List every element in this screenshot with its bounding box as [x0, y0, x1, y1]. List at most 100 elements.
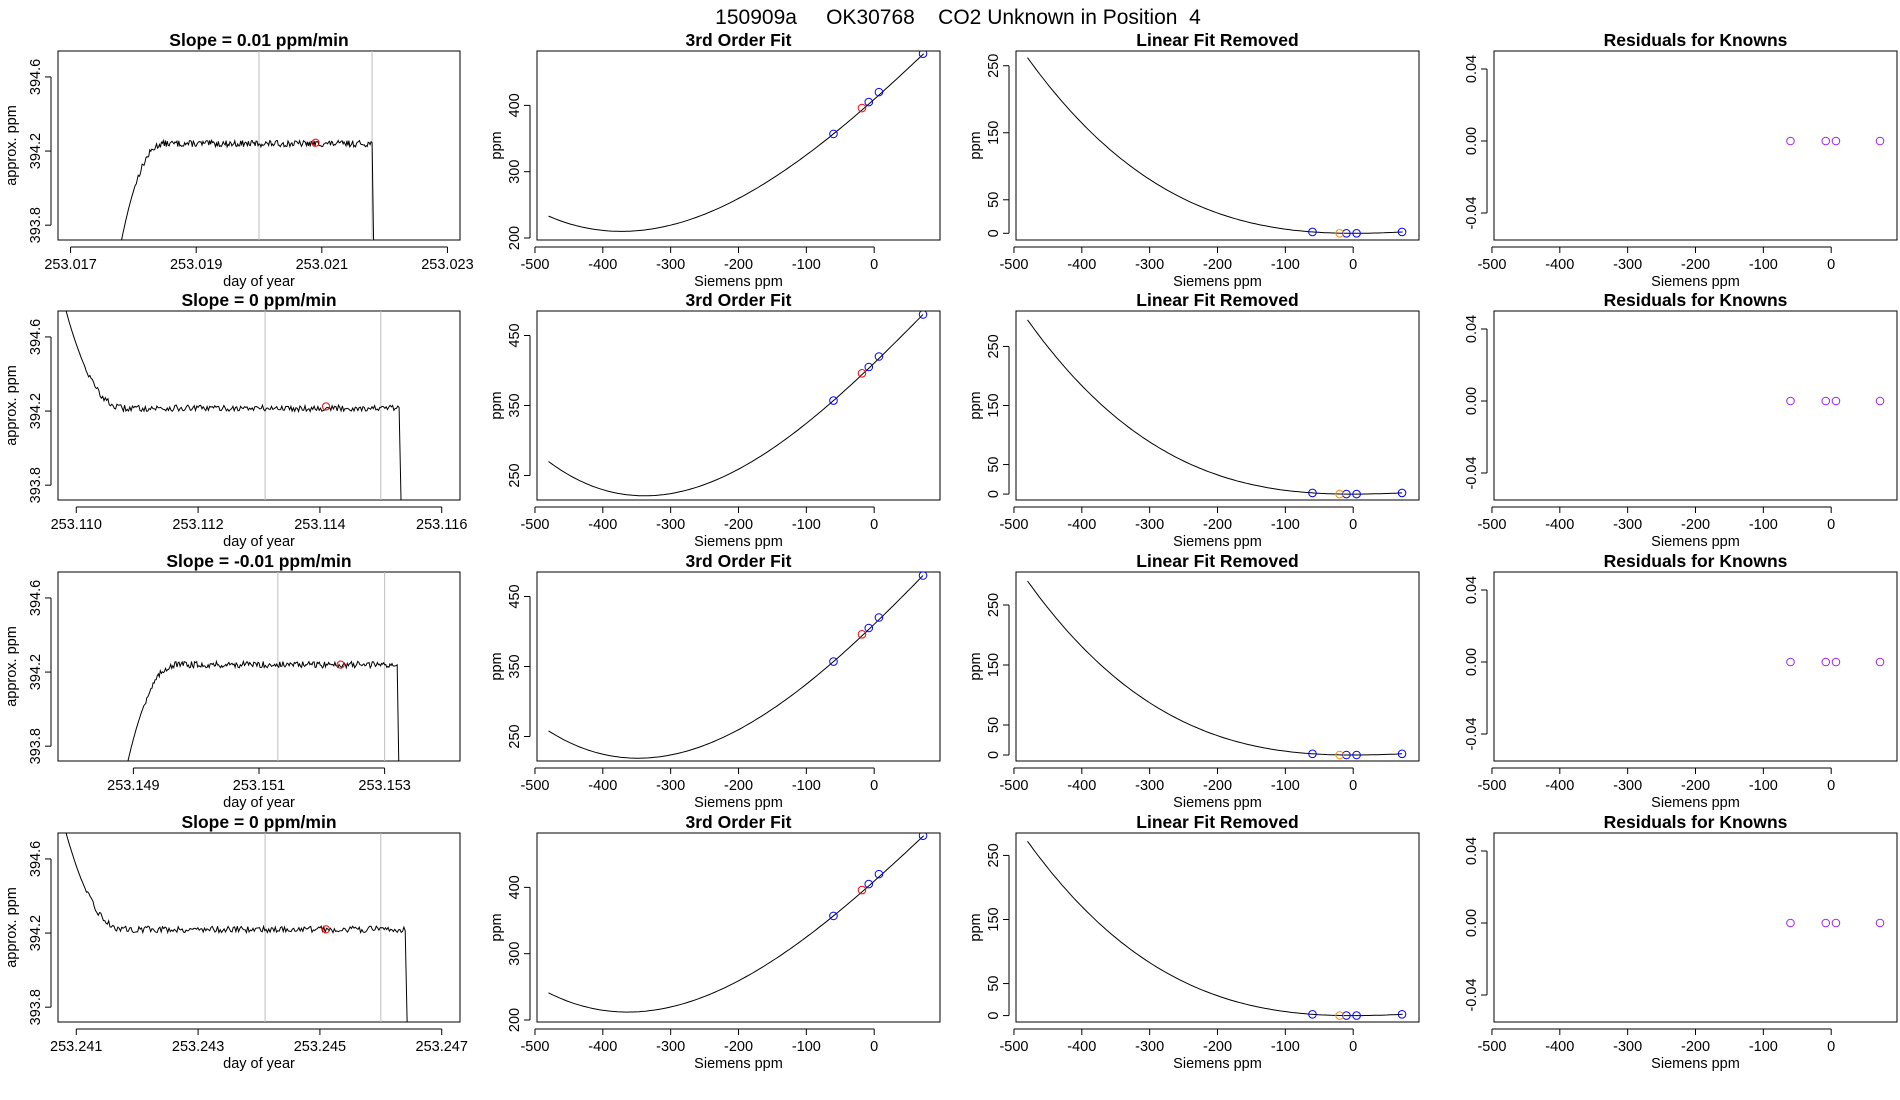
plot-area [1027, 580, 1407, 760]
y-tick-label: 300 [507, 942, 523, 966]
x-tick-label: -100 [1749, 257, 1778, 273]
panel-title: Slope = 0 ppm/min [181, 812, 336, 832]
x-tick-label: -300 [1613, 517, 1642, 533]
plot-area [65, 311, 402, 500]
y-tick-label: 0 [986, 1012, 1002, 1020]
x-tick-label: 253.149 [107, 778, 159, 794]
x-tick-label: -500 [1477, 257, 1506, 273]
x-tick-label: 0 [1827, 517, 1835, 533]
x-tick-label: -400 [1545, 778, 1574, 794]
x-tick-label: -300 [656, 1039, 685, 1055]
x-tick-label: -300 [1613, 257, 1642, 273]
y-axis-label: ppm [968, 652, 984, 680]
data-trace [127, 659, 400, 761]
panel-title: Residuals for Knowns [1604, 290, 1788, 310]
y-tick-label: 0.04 [1464, 315, 1480, 343]
known-point [1352, 1011, 1361, 1020]
x-tick-label: -200 [1203, 257, 1232, 273]
x-tick-label: 0 [1349, 778, 1357, 794]
known-point [1308, 749, 1317, 759]
x-tick-label: 253.021 [296, 257, 348, 273]
y-tick-label: 394.2 [28, 654, 44, 690]
data-trace [121, 138, 375, 240]
panel-3-3: Linear Fit Removed -500 -400 -300 -200 -100 0 S… [968, 551, 1420, 811]
known-point [1397, 488, 1407, 498]
plot-area [1786, 396, 1885, 406]
unknown-point [857, 103, 867, 113]
x-tick-label: -200 [724, 517, 753, 533]
x-tick-label: 253.247 [416, 1039, 468, 1055]
residual-point [1821, 657, 1831, 667]
x-tick-label: -400 [1067, 517, 1096, 533]
panel-title: Linear Fit Removed [1136, 551, 1298, 571]
y-tick-label: 150 [986, 653, 1002, 677]
residual-point [1786, 396, 1795, 406]
plot-frame [1493, 50, 1898, 241]
x-tick-label: 253.110 [51, 517, 102, 533]
known-point [864, 97, 874, 107]
x-tick-label: -400 [1545, 1039, 1574, 1055]
y-tick-label: 250 [986, 54, 1002, 78]
plot-area [65, 833, 408, 1022]
y-tick-label: 350 [507, 654, 523, 678]
y-tick-label: 150 [986, 121, 1002, 145]
fit-curve [548, 835, 925, 1013]
panel-title: Residuals for Knowns [1604, 30, 1788, 50]
x-tick-label: 0 [870, 257, 878, 273]
unknown-point [1335, 228, 1344, 238]
residual-point [1831, 657, 1841, 667]
y-tick-label: 394.2 [28, 393, 44, 429]
fit-curve [548, 53, 925, 232]
y-tick-label: 393.8 [28, 207, 44, 243]
y-tick-label: 394.6 [28, 841, 44, 877]
plot-frame [536, 310, 941, 501]
x-tick-label: -400 [588, 778, 617, 794]
x-tick-label: -500 [1477, 1039, 1506, 1055]
residual-point [1831, 136, 1841, 146]
y-tick-label: 394.6 [28, 59, 44, 95]
x-tick-label: -100 [792, 257, 821, 273]
y-tick-label: 393.8 [28, 989, 44, 1025]
x-axis-label: Siemens ppm [1651, 1056, 1740, 1072]
panel-2-1: Slope = 0 ppm/min 253.110 253.112 253.114 25… [4, 290, 467, 550]
x-tick-label: -500 [999, 517, 1028, 533]
y-tick-label: 0.00 [1464, 909, 1480, 937]
plot-frame [536, 832, 941, 1023]
y-tick-label: 200 [507, 1008, 523, 1032]
x-axis-label: day of year [223, 1056, 295, 1072]
y-axis-label: approx. ppm [4, 105, 20, 186]
x-axis-label: Siemens ppm [694, 1056, 783, 1072]
x-tick-label: 253.023 [421, 257, 473, 273]
residual-point [1786, 136, 1795, 146]
x-axis-label: Siemens ppm [1173, 1056, 1262, 1072]
panel-title: Residuals for Knowns [1604, 812, 1788, 832]
x-axis-label: Siemens ppm [1173, 534, 1262, 550]
x-tick-label: -500 [999, 257, 1028, 273]
y-tick-label: 450 [507, 584, 523, 608]
x-tick-label: -100 [1271, 778, 1300, 794]
residual-point [1831, 396, 1841, 406]
panel-grid: Slope = 0.01 ppm/min 253.017 253.019 253.02… [4, 30, 1898, 1072]
x-tick-label: -500 [520, 257, 549, 273]
unknown-point [1335, 489, 1344, 499]
known-point [918, 51, 928, 58]
residual-point [1821, 396, 1831, 406]
y-tick-label: 300 [507, 160, 523, 184]
known-point [829, 396, 838, 405]
panel-title: 3rd Order Fit [686, 812, 792, 832]
plot-area [548, 572, 928, 759]
x-tick-label: -200 [1681, 517, 1710, 533]
x-axis-label: Siemens ppm [1651, 534, 1740, 550]
fit-curve [548, 314, 924, 497]
panel-1-4: Residuals for Knowns -500 -400 -300 -200 -100… [1464, 30, 1898, 290]
y-tick-label: 0.00 [1464, 127, 1480, 155]
x-tick-label: 0 [1827, 1039, 1835, 1055]
panel-title: Linear Fit Removed [1136, 812, 1298, 832]
panel-1-2: 3rd Order Fit -500 -400 -300 -200 -100 0 Siemen… [489, 30, 941, 290]
y-tick-label: 50 [986, 975, 1002, 991]
plot-area [127, 572, 400, 761]
plot-frame [536, 571, 941, 762]
residual-point [1821, 918, 1831, 928]
x-tick-label: -200 [1681, 257, 1710, 273]
y-tick-label: 393.8 [28, 467, 44, 503]
